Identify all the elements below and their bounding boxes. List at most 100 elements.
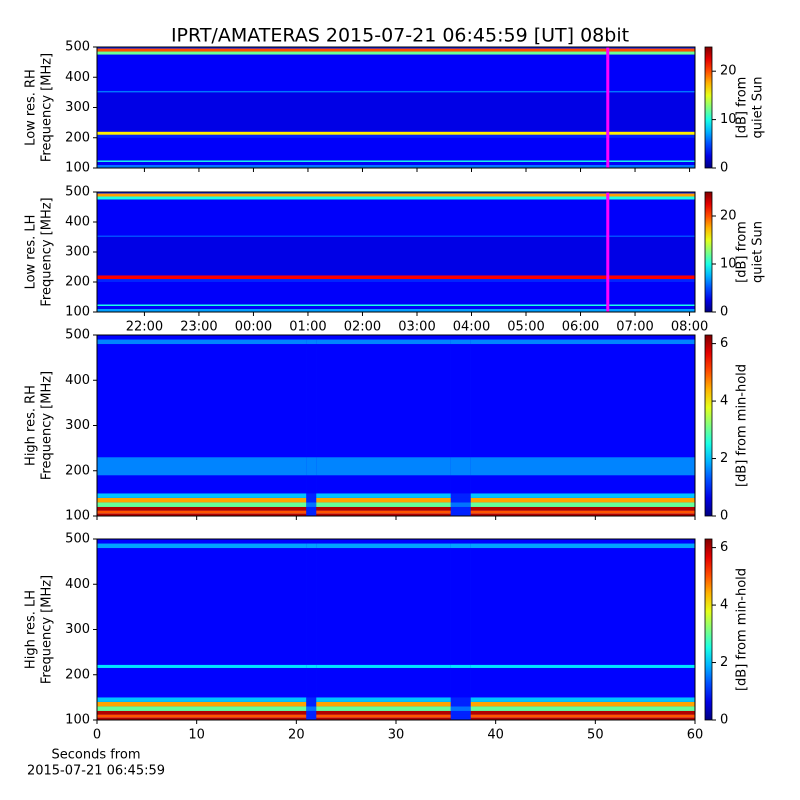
colorbar-label: [dB] from bbox=[735, 77, 750, 139]
x-tick-label: 23:00 bbox=[180, 320, 217, 335]
heat-cell bbox=[316, 339, 451, 345]
heat-cell bbox=[450, 710, 471, 715]
x-tick-label: 60 bbox=[687, 728, 704, 743]
heat-cell bbox=[306, 510, 317, 514]
heat-cell bbox=[306, 664, 317, 668]
heat-cell bbox=[470, 667, 695, 698]
heat-cell bbox=[450, 497, 471, 503]
x-tick-label: 22:00 bbox=[126, 320, 163, 335]
heat-cell bbox=[306, 548, 317, 665]
y-tick-label: 100 bbox=[65, 713, 90, 728]
heat-cell bbox=[97, 137, 695, 161]
y-tick-label: 500 bbox=[65, 185, 90, 200]
chart-title: IPRT/AMATERAS 2015-07-21 06:45:59 [UT] 0… bbox=[171, 25, 629, 47]
heat-cell bbox=[306, 497, 317, 503]
heat-cell bbox=[316, 543, 451, 549]
colorbar-tick-label: 0 bbox=[720, 713, 728, 728]
y-tick-label: 100 bbox=[65, 509, 90, 524]
y-axis-label: Frequency [MHz] bbox=[40, 575, 55, 684]
colorbar-label: quiet Sun bbox=[751, 221, 766, 283]
heat-cell bbox=[450, 502, 471, 507]
colorbar-tick-label: 4 bbox=[720, 598, 728, 613]
y-tick-label: 100 bbox=[65, 305, 90, 320]
y-axis-label: Frequency [MHz] bbox=[40, 53, 55, 162]
heat-cell bbox=[316, 697, 451, 702]
y-tick-label: 500 bbox=[65, 40, 90, 55]
heat-cell bbox=[450, 697, 471, 702]
heat-cell bbox=[450, 548, 471, 665]
x-tick-label: 06:00 bbox=[562, 320, 599, 335]
heat-cell bbox=[450, 714, 471, 718]
heat-cell bbox=[316, 717, 451, 720]
heat-cell bbox=[97, 510, 307, 514]
colorbar-tick-label: 20 bbox=[720, 64, 737, 79]
heat-cell bbox=[97, 90, 695, 93]
heat-cell bbox=[450, 339, 471, 345]
y-tick-label: 200 bbox=[65, 130, 90, 145]
heat-cell bbox=[470, 339, 695, 345]
heat-cell bbox=[306, 706, 317, 711]
heat-cell bbox=[306, 506, 317, 511]
heat-cell bbox=[97, 134, 695, 138]
colorbar-label: quiet Sun bbox=[751, 76, 766, 138]
y-tick-label: 500 bbox=[65, 532, 90, 547]
x-tick-label: 05:00 bbox=[507, 320, 544, 335]
heat-cell bbox=[450, 344, 471, 458]
x-tick-label: 20 bbox=[288, 728, 305, 743]
heat-cell bbox=[450, 539, 471, 544]
heat-cell bbox=[97, 131, 695, 135]
heat-cell bbox=[97, 335, 307, 340]
heat-cell bbox=[97, 475, 307, 494]
heat-cell bbox=[316, 335, 451, 340]
heat-cell bbox=[450, 506, 471, 511]
heat-cell bbox=[316, 502, 451, 507]
heat-cell bbox=[97, 701, 307, 707]
heat-cell bbox=[450, 457, 471, 476]
heat-cell bbox=[97, 502, 307, 507]
heat-cell bbox=[97, 309, 695, 312]
y-tick-label: 200 bbox=[65, 275, 90, 290]
heat-cell bbox=[306, 539, 317, 544]
heat-cell bbox=[97, 306, 695, 309]
heat-cell bbox=[97, 664, 307, 668]
colorbar-tick-label: 10 bbox=[720, 112, 737, 127]
heat-cell bbox=[306, 502, 317, 507]
heat-cell bbox=[470, 710, 695, 715]
heat-cell bbox=[470, 714, 695, 718]
colorbar-label: [dB] from min-hold bbox=[735, 568, 750, 691]
heat-cell bbox=[470, 701, 695, 707]
colorbar-tick-label: 2 bbox=[720, 655, 728, 670]
heat-cell bbox=[97, 164, 695, 168]
heat-cell bbox=[97, 344, 307, 458]
heat-cell bbox=[97, 539, 307, 544]
x-tick-label: 50 bbox=[587, 728, 604, 743]
heat-cell bbox=[97, 196, 695, 200]
heat-cell bbox=[470, 539, 695, 544]
heat-cell bbox=[450, 475, 471, 494]
y-tick-label: 400 bbox=[65, 373, 90, 388]
heat-cell bbox=[97, 717, 307, 720]
heat-cell bbox=[97, 548, 307, 665]
x-axis-label: Seconds from bbox=[51, 748, 140, 763]
colorbar-tick-label: 0 bbox=[720, 161, 728, 176]
colorbar bbox=[704, 191, 713, 313]
y-tick-label: 300 bbox=[65, 245, 90, 260]
heat-cell bbox=[306, 710, 317, 715]
y-axis-label: High res. RH bbox=[24, 385, 39, 466]
heat-cell bbox=[470, 335, 695, 340]
heat-cell bbox=[450, 543, 471, 549]
y-axis-label: High res. LH bbox=[24, 590, 39, 669]
heat-cell bbox=[306, 339, 317, 345]
heat-cell bbox=[97, 457, 307, 476]
heat-cell bbox=[316, 548, 451, 665]
x-tick-label: 07:00 bbox=[616, 320, 653, 335]
heat-cell bbox=[306, 667, 317, 698]
heat-cell bbox=[97, 193, 695, 197]
heat-cell bbox=[316, 701, 451, 707]
heat-cell bbox=[306, 513, 317, 516]
colorbar-label: [dB] from bbox=[735, 221, 750, 283]
heat-cell bbox=[97, 279, 695, 282]
heat-cell bbox=[97, 282, 695, 305]
heat-cell bbox=[450, 701, 471, 707]
